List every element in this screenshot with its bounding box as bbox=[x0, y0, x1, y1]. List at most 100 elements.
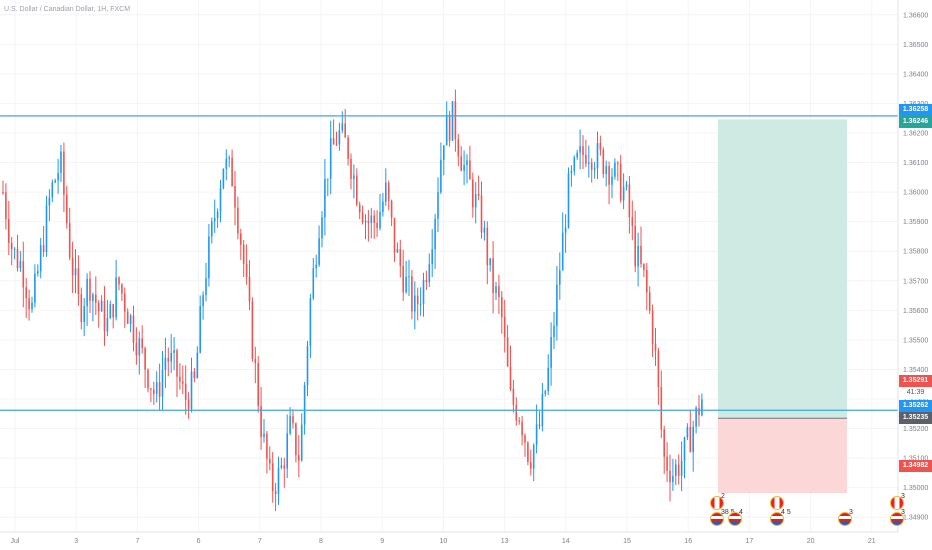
target-zone[interactable] bbox=[718, 119, 847, 419]
candle-body bbox=[199, 306, 201, 353]
us-event-icon[interactable] bbox=[728, 512, 742, 526]
candle-body bbox=[242, 244, 245, 265]
candle-body bbox=[112, 304, 114, 318]
candle-body bbox=[660, 387, 663, 430]
candle-body bbox=[698, 407, 700, 416]
candle-body bbox=[483, 227, 486, 233]
ca-event-icon[interactable] bbox=[770, 496, 784, 510]
candle-body bbox=[216, 211, 219, 218]
candle-body bbox=[506, 337, 509, 367]
candle-body bbox=[657, 350, 660, 388]
price-axis-label: 1.35800 bbox=[903, 249, 928, 256]
candle-body bbox=[503, 316, 506, 338]
candle-body bbox=[579, 146, 581, 153]
candle-body bbox=[344, 123, 346, 138]
candle-body bbox=[445, 114, 448, 146]
candle-body bbox=[437, 192, 439, 219]
candle-body bbox=[19, 261, 22, 269]
candle-body bbox=[561, 232, 564, 271]
candle-body bbox=[547, 367, 549, 392]
candle-body bbox=[190, 371, 193, 410]
candle-body bbox=[614, 162, 616, 177]
candle-body bbox=[321, 217, 323, 239]
candle-body bbox=[248, 276, 251, 302]
lower-line-tag: 1.35262 bbox=[899, 400, 932, 412]
candle-body bbox=[300, 424, 303, 461]
candle-body bbox=[219, 188, 222, 212]
candle-body bbox=[103, 300, 106, 332]
candle-body bbox=[640, 245, 642, 264]
ca-event-icon[interactable] bbox=[890, 496, 904, 510]
candle-body bbox=[74, 268, 77, 276]
candle-body bbox=[237, 207, 239, 234]
candle-body bbox=[341, 123, 344, 131]
candle-body bbox=[260, 405, 262, 437]
candle-body bbox=[559, 270, 561, 285]
candle-body bbox=[280, 465, 283, 468]
candle-body bbox=[295, 423, 297, 456]
candle-body bbox=[205, 278, 207, 296]
candle-body bbox=[318, 238, 320, 265]
candle-body bbox=[622, 186, 625, 201]
time-axis-label: 16 bbox=[684, 538, 692, 545]
candle-body bbox=[115, 277, 117, 318]
time-axis-label: 13 bbox=[501, 538, 509, 545]
candle-body bbox=[486, 227, 489, 266]
event-count: 4 bbox=[739, 509, 743, 516]
candle-body bbox=[518, 420, 520, 422]
candle-body bbox=[31, 302, 33, 310]
candle-body bbox=[327, 178, 329, 180]
upper-line-tag: 1.36258 bbox=[899, 104, 932, 116]
candle-body bbox=[480, 195, 483, 233]
us-event-icon[interactable] bbox=[838, 512, 852, 526]
candle-body bbox=[454, 101, 457, 140]
candle-body bbox=[283, 465, 286, 469]
candle-body bbox=[489, 258, 491, 266]
candle-body bbox=[524, 435, 526, 443]
candle-body bbox=[173, 350, 175, 353]
candle-body bbox=[158, 382, 161, 397]
candle-body bbox=[501, 297, 503, 317]
candle-body bbox=[396, 249, 399, 253]
candle-body bbox=[92, 294, 94, 301]
candle-body bbox=[161, 369, 164, 397]
candle-body bbox=[573, 157, 576, 172]
candle-body bbox=[16, 248, 19, 269]
candle-body bbox=[379, 211, 381, 229]
candle-body bbox=[466, 160, 468, 166]
candle-body bbox=[414, 295, 416, 312]
price-axis[interactable]: 1.366001.365001.364001.363001.362001.361… bbox=[903, 12, 928, 521]
candle-body bbox=[593, 168, 596, 170]
time-axis[interactable]: Jul 3 7 6 7 8 9 10 13 14 15 16 17 20 21 bbox=[11, 538, 876, 545]
us-event-icon[interactable] bbox=[710, 512, 724, 526]
candle-body bbox=[222, 168, 225, 189]
candle-body bbox=[564, 227, 567, 233]
candle-body bbox=[663, 429, 665, 457]
candle-body bbox=[585, 154, 587, 164]
candle-body bbox=[312, 268, 315, 299]
candle-body bbox=[289, 416, 291, 434]
event-count: 3 bbox=[849, 509, 853, 516]
price-axis-label: 1.36000 bbox=[903, 190, 928, 197]
candle-body bbox=[167, 357, 170, 362]
candle-body bbox=[138, 338, 141, 356]
price-axis-label: 1.35100 bbox=[903, 456, 928, 463]
candle-body bbox=[335, 144, 338, 146]
candle-body bbox=[419, 303, 422, 305]
stop-zone[interactable] bbox=[718, 418, 847, 493]
candle-body bbox=[425, 279, 428, 283]
time-axis-label: 6 bbox=[197, 538, 201, 545]
candle-body bbox=[329, 138, 332, 179]
ca-event-icon[interactable] bbox=[710, 496, 724, 510]
us-event-icon[interactable] bbox=[890, 512, 904, 526]
us-event-icon[interactable] bbox=[770, 512, 784, 526]
candle-body bbox=[150, 388, 152, 390]
candle-body bbox=[277, 467, 280, 495]
candle-body bbox=[535, 424, 538, 445]
candle-body bbox=[77, 268, 80, 295]
countdown-tag: 41:39 bbox=[899, 387, 932, 399]
candle-body bbox=[306, 345, 309, 386]
candle-body bbox=[495, 286, 497, 293]
candle-body bbox=[286, 433, 288, 469]
